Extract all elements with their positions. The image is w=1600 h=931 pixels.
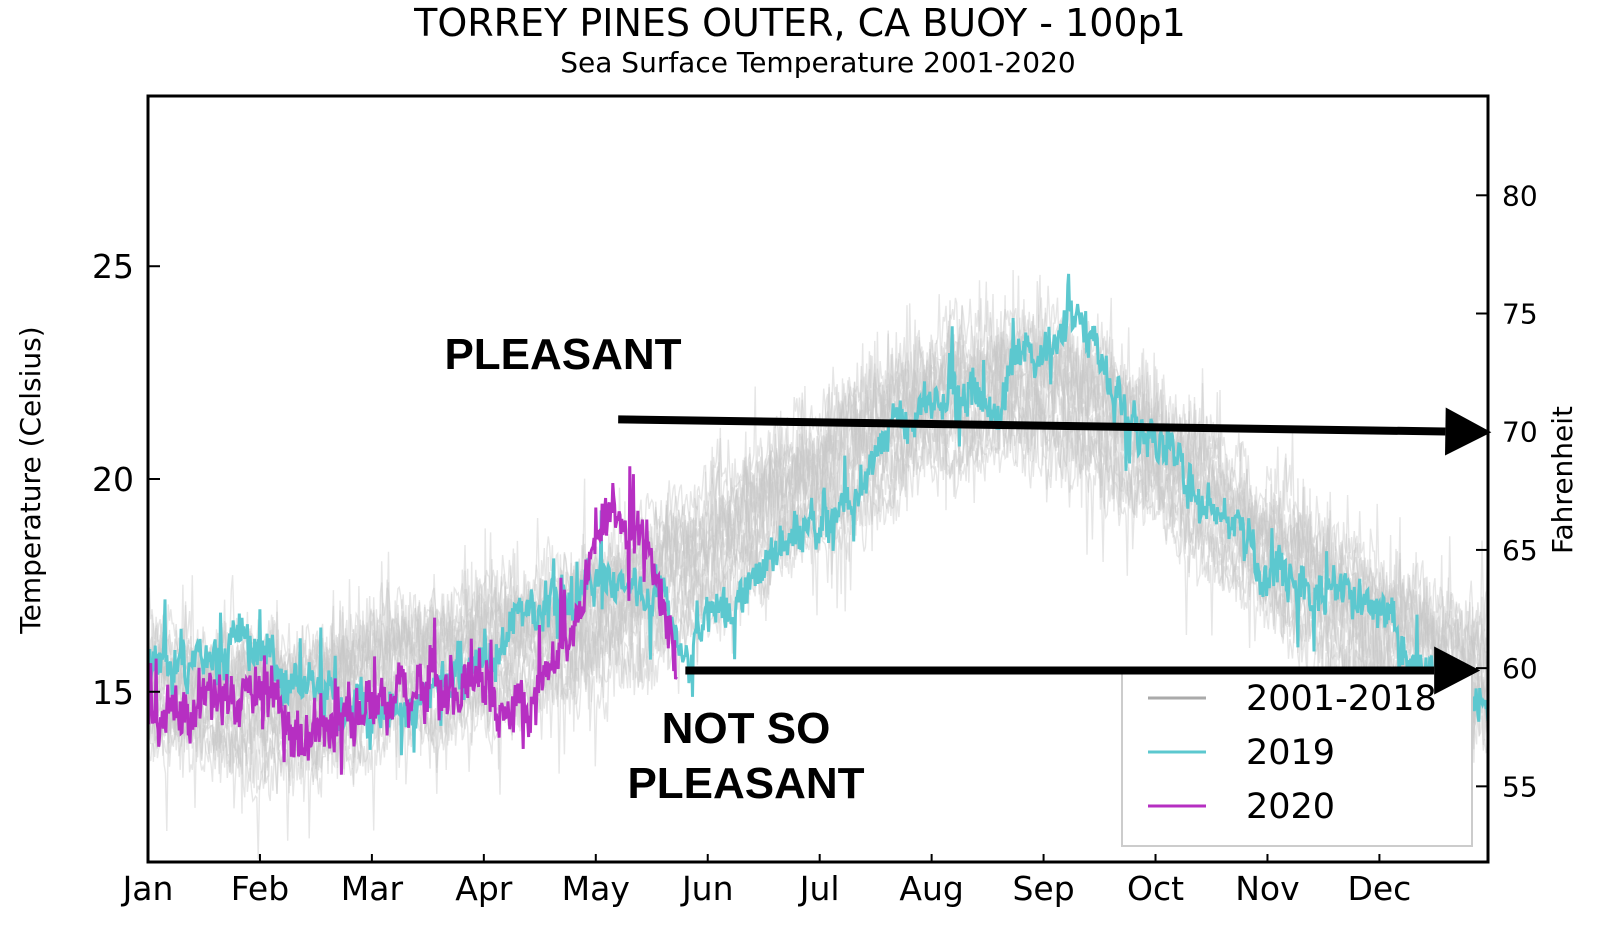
x-tick-label: Sep [1012,869,1074,908]
annotation-not-so: NOT SO [662,704,831,753]
x-tick-label: Dec [1347,869,1411,908]
historic-line [148,318,1488,750]
y-right-tick-label: 70 [1502,416,1538,449]
y-tick-label: 25 [92,247,134,286]
x-tick-label: Jul [798,869,840,908]
legend-label-2019: 2019 [1246,733,1335,773]
historic-line [148,280,1488,763]
x-tick-label: Nov [1235,869,1299,908]
x-axis: Jan Feb Mar Apr May Jun Jul Aug Sep Oct Nov Dec [121,854,1411,908]
historic-line [148,274,1488,733]
x-tick-label: Aug [899,869,963,908]
historic-line [148,297,1488,741]
legend-label-historic: 2001-2018 [1246,679,1437,719]
historic-line [148,269,1488,729]
historic-line [148,281,1488,748]
y-right-tick-label: 80 [1502,179,1538,212]
y-right-tick-label: 55 [1502,770,1538,803]
x-tick-label: Jun [680,869,734,908]
historic-line [148,295,1488,794]
y-tick-label: 20 [92,460,134,499]
chart-title: TORREY PINES OUTER, CA BUOY - 100p1 [413,1,1186,45]
series-2019-line [148,273,1488,756]
historic-line [148,346,1488,839]
y-right-tick-label: 60 [1502,652,1538,685]
legend: 2001-2018 2019 2020 [1121,669,1473,847]
x-tick-label: Feb [231,869,289,908]
x-tick-label: Oct [1127,869,1184,908]
annotation-pleasant: PLEASANT [444,330,681,379]
y-axis-left: 15 20 25 [92,247,160,712]
x-tick-label: Apr [455,869,513,908]
y-axis-right-label: Fahrenheit [1546,406,1579,554]
historic-line [148,322,1488,735]
y-right-tick-label: 75 [1502,298,1538,331]
plot-area [148,269,1488,859]
y-tick-label: 15 [92,673,134,712]
x-tick-label: Jan [121,869,174,908]
pleasant-arrow-head [1445,407,1492,456]
pleasant-arrow-shaft [618,415,1446,436]
historic-line [148,293,1488,762]
historic-line [148,281,1488,736]
chart-subtitle: Sea Surface Temperature 2001-2020 [560,46,1076,79]
series-2020-line [148,466,678,775]
legend-label-2020: 2020 [1246,787,1335,827]
y-axis-right: 55 60 65 70 75 80 [1476,179,1538,803]
not-so-pleasant-arrow-head [1434,646,1481,695]
y-axis-label: Temperature (Celsius) [14,326,47,634]
y-right-tick-label: 65 [1502,534,1538,567]
annotations: PLEASANT NOT SO PLEASANT [444,330,1492,808]
x-tick-label: Mar [341,869,404,908]
x-tick-label: May [562,869,630,908]
annotation-not-so-pleasant: PLEASANT [627,759,864,808]
